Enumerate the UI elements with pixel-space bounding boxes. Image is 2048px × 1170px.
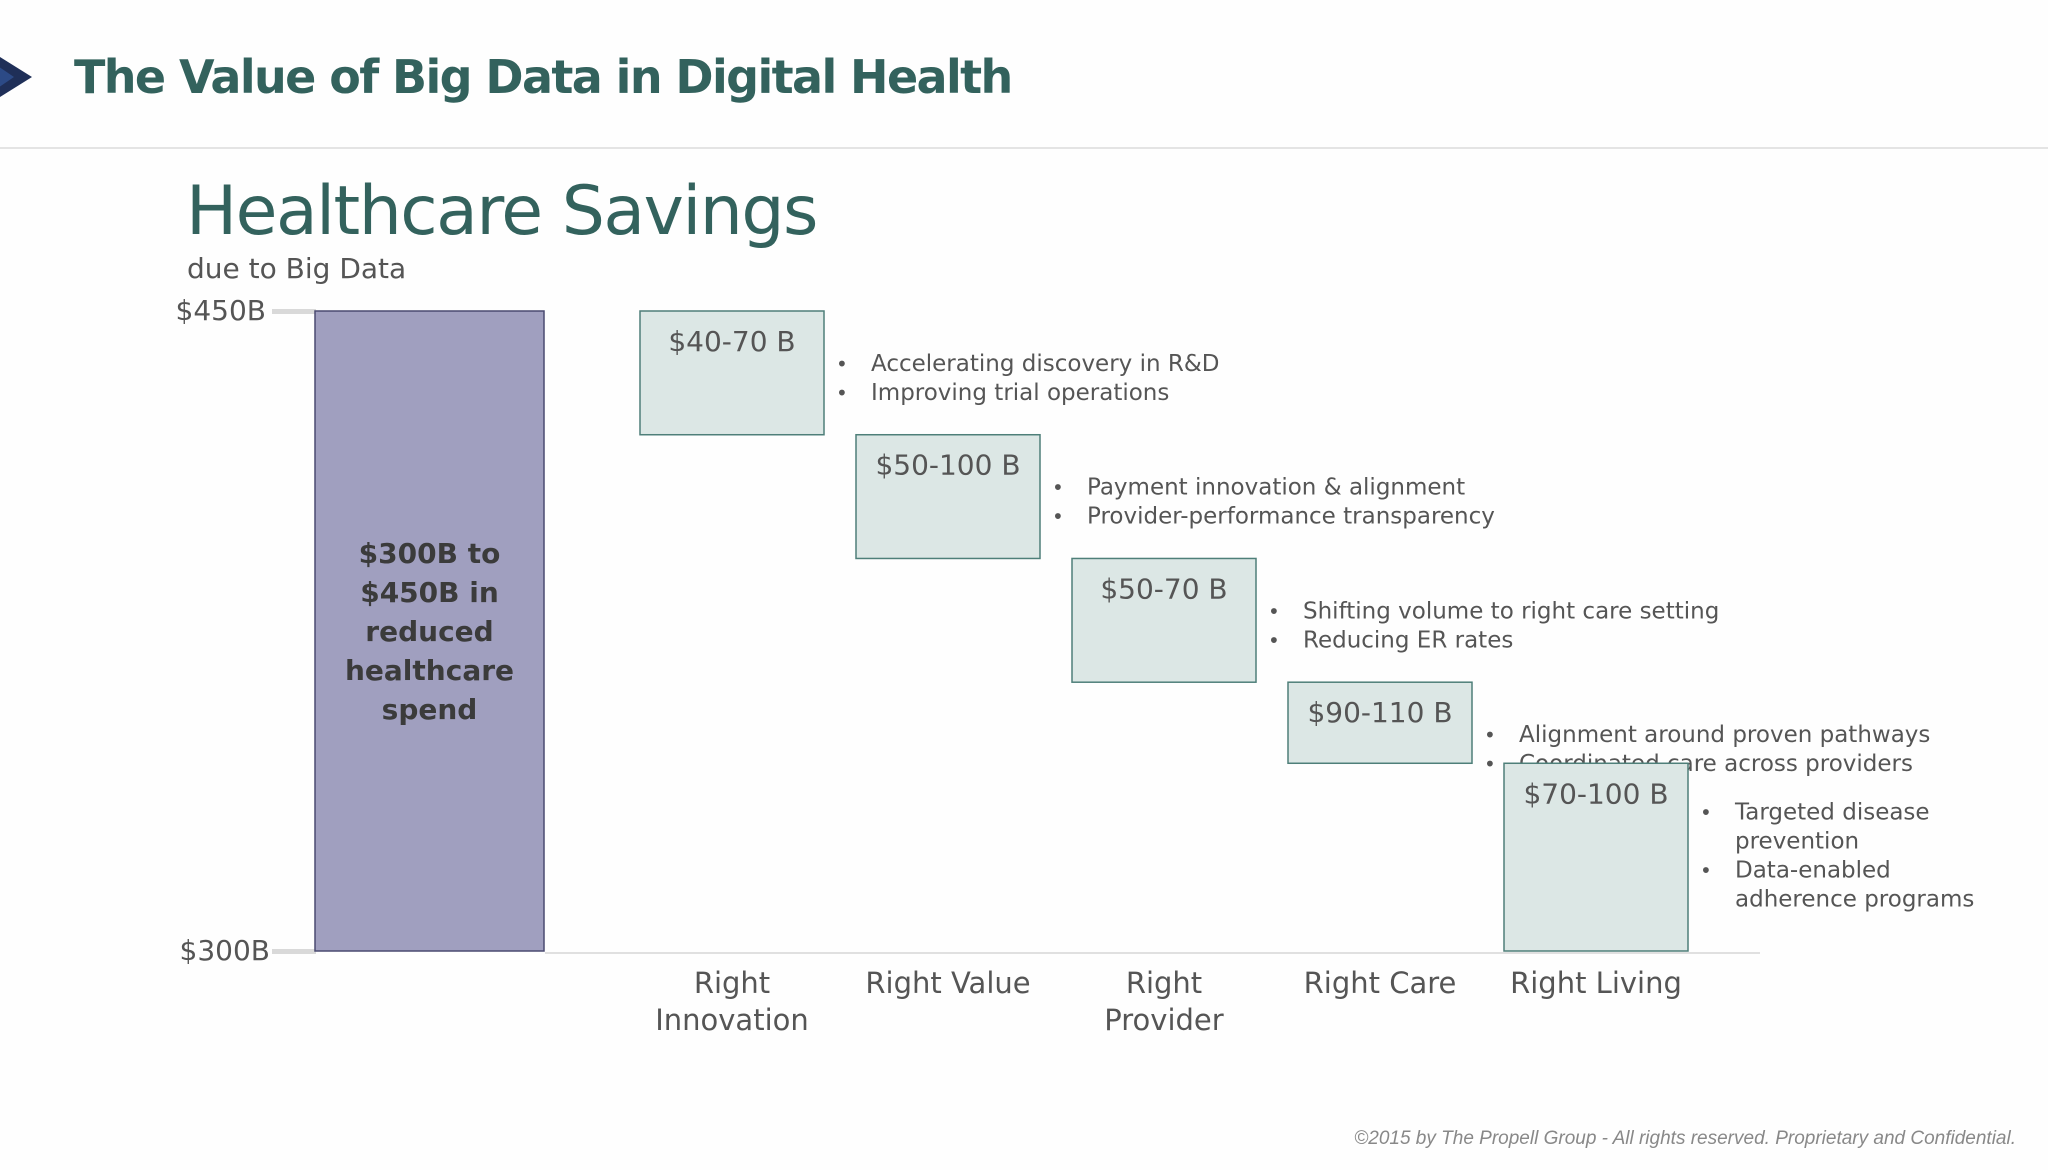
bullet-text: Shifting volume to right care setting xyxy=(1303,598,1719,624)
bullet-marker: • xyxy=(1052,476,1064,500)
savings-value-label: $50-100 B xyxy=(875,449,1020,482)
bullet-marker: • xyxy=(1484,723,1496,747)
total-bar-label: $450B in xyxy=(360,576,499,609)
total-bar-label: $300B to xyxy=(359,537,501,570)
bullet-marker: • xyxy=(1484,752,1496,776)
header-title: The Value of Big Data in Digital Health xyxy=(74,50,1013,104)
waterfall-chart: $450B $300B $300B to $450B in reduced healthc… xyxy=(176,294,1975,1037)
total-bar-label: spend xyxy=(382,693,478,726)
savings-bar xyxy=(639,310,825,436)
bullet-text: Data-enabled xyxy=(1735,857,1891,883)
bullet-marker: • xyxy=(1700,800,1712,824)
bullet-marker: • xyxy=(1052,505,1064,529)
total-bar xyxy=(314,310,545,952)
bullet-marker: • xyxy=(1700,858,1712,882)
savings-value-label: $90-110 B xyxy=(1307,696,1452,729)
y-tick-label: $300B xyxy=(180,934,270,967)
category-label: Right Value xyxy=(865,966,1030,1000)
savings-value-label: $70-100 B xyxy=(1523,777,1668,810)
category-label: Right Living xyxy=(1510,966,1682,1000)
copyright-footer: ©2015 by The Propell Group - All rights … xyxy=(1354,1128,2016,1149)
y-tick-label: $450B xyxy=(176,294,266,327)
category-label: Innovation xyxy=(655,1003,809,1037)
bullet-marker: • xyxy=(1268,628,1280,652)
y-tick-bottom xyxy=(272,949,316,954)
bullet-marker: • xyxy=(836,381,848,405)
savings-bar xyxy=(1503,762,1689,952)
y-tick-top xyxy=(272,309,316,314)
category-label: Right xyxy=(694,966,770,1000)
slide-title: Healthcare Savings xyxy=(186,172,818,251)
bullet-text: Accelerating discovery in R&D xyxy=(871,351,1220,377)
bullet-text: adherence programs xyxy=(1735,886,1974,912)
slide-subtitle: due to Big Data xyxy=(187,252,407,285)
category-label: Right xyxy=(1126,966,1202,1000)
navy-arrow-icon xyxy=(0,57,32,97)
bullet-text: Reducing ER rates xyxy=(1303,627,1513,653)
savings-bar xyxy=(855,433,1041,560)
bullet-marker: • xyxy=(836,352,848,376)
bullet-marker: • xyxy=(1268,599,1280,623)
bullet-text: Payment innovation & alignment xyxy=(1087,475,1465,501)
bullet-text: Alignment around proven pathways xyxy=(1519,722,1930,748)
savings-value-label: $40-70 B xyxy=(668,325,795,358)
header-divider xyxy=(0,147,2048,149)
bullet-text: Improving trial operations xyxy=(871,380,1169,406)
total-bar-label: reduced xyxy=(365,615,493,648)
bullet-text: Targeted disease xyxy=(1734,799,1930,825)
bullet-text: Provider-performance transparency xyxy=(1087,504,1495,530)
category-label: Right Care xyxy=(1304,966,1457,1000)
savings-bar xyxy=(1071,557,1257,683)
total-bar-label: healthcare xyxy=(345,654,514,687)
savings-bar xyxy=(1287,681,1473,765)
bullet-text: prevention xyxy=(1735,828,1859,854)
category-label: Provider xyxy=(1104,1003,1223,1037)
savings-value-label: $50-70 B xyxy=(1100,572,1227,605)
